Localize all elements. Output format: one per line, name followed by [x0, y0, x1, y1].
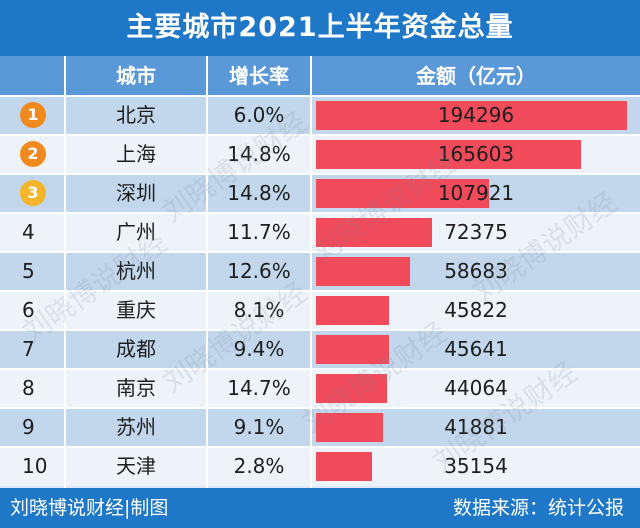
table-row: 5 杭州 12.6% 58683 [0, 252, 640, 291]
row-divider [0, 290, 640, 292]
growth-label: 9.1% [233, 415, 285, 439]
row-divider [0, 446, 640, 448]
amount-value-label: 44064 [444, 376, 508, 400]
rank-label: 5 [22, 259, 35, 283]
rank-label: 4 [22, 220, 35, 244]
amount-bar [316, 452, 372, 481]
table-row: 1 北京 6.0% 194296 [0, 96, 640, 135]
growth-label: 14.8% [227, 181, 291, 205]
amount-bar [316, 140, 581, 169]
amount-bar [316, 335, 389, 364]
amount-value-label: 58683 [444, 259, 508, 283]
growth-label: 6.0% [233, 103, 285, 127]
rank-label: 6 [22, 298, 35, 322]
column-divider [64, 56, 66, 488]
city-label: 广州 [116, 220, 156, 244]
table-row: 8 南京 14.7% 44064 [0, 369, 640, 408]
amount-bar [316, 413, 383, 442]
amount-bar [316, 101, 627, 130]
chart-title: 主要城市2021上半年资金总量 [0, 0, 640, 56]
data-table: 城市 增长率 金额（亿元） 1 北京 6.0% 194296 2 上海 14.8% 16560… [0, 56, 640, 488]
column-divider [206, 56, 208, 488]
amount-bar [316, 257, 410, 286]
city-label: 重庆 [116, 298, 156, 322]
table-row: 2 上海 14.8% 165603 [0, 135, 640, 174]
amount-value-label: 72375 [444, 220, 508, 244]
growth-label: 2.8% [233, 454, 285, 478]
table-row: 6 重庆 8.1% 45822 [0, 291, 640, 330]
table-row: 9 苏州 9.1% 41881 [0, 408, 640, 447]
growth-label: 8.1% [233, 298, 285, 322]
amount-value-label: 194296 [437, 103, 515, 127]
growth-label: 12.6% [227, 259, 291, 283]
amount-header: 金额（亿元） [416, 64, 536, 88]
amount-value-label: 107921 [437, 181, 515, 205]
rank-medal-icon: 1 [20, 102, 46, 128]
city-label: 深圳 [116, 181, 156, 205]
amount-value-label: 45641 [444, 337, 508, 361]
rank-label: 7 [22, 337, 35, 361]
amount-bar [316, 179, 489, 208]
city-label: 南京 [116, 376, 156, 400]
amount-value-label: 41881 [444, 415, 508, 439]
city-label: 上海 [116, 142, 156, 166]
rank-label: 9 [22, 415, 35, 439]
row-divider [0, 368, 640, 370]
amount-bar [316, 374, 387, 403]
row-divider [0, 212, 640, 214]
amount-value-label: 35154 [444, 454, 508, 478]
city-label: 成都 [116, 337, 156, 361]
amount-value-label: 45822 [444, 298, 508, 322]
city-header: 城市 [116, 64, 156, 88]
table-row: 7 成都 9.4% 45641 [0, 330, 640, 369]
row-divider [0, 407, 640, 409]
amount-value-label: 165603 [437, 142, 515, 166]
rank-label: 10 [22, 454, 48, 478]
city-label: 苏州 [116, 415, 156, 439]
amount-bar [316, 218, 432, 247]
growth-header: 增长率 [229, 64, 289, 88]
footer-source: 数据来源：统计公报 [452, 497, 624, 519]
footer: 刘晓博说财经|制图 数据来源：统计公报 [0, 488, 640, 528]
amount-bar [316, 296, 389, 325]
table-row: 3 深圳 14.8% 107921 [0, 174, 640, 213]
column-divider [310, 56, 312, 488]
rank-header [0, 56, 64, 96]
footer-credit: 刘晓博说财经|制图 [10, 497, 169, 519]
table-row: 4 广州 11.7% 72375 [0, 213, 640, 252]
row-divider [0, 251, 640, 253]
row-divider [0, 95, 640, 97]
growth-label: 14.8% [227, 142, 291, 166]
growth-label: 9.4% [233, 337, 285, 361]
rank-label: 8 [22, 376, 35, 400]
growth-label: 11.7% [227, 220, 291, 244]
row-divider [0, 134, 640, 136]
table-row: 10 天津 2.8% 35154 [0, 447, 640, 486]
row-divider [0, 329, 640, 331]
city-label: 杭州 [116, 259, 156, 283]
growth-label: 14.7% [227, 376, 291, 400]
rank-medal-icon: 2 [20, 141, 46, 167]
city-label: 天津 [116, 454, 156, 478]
table-header: 城市 增长率 金额（亿元） [0, 56, 640, 96]
city-label: 北京 [116, 103, 156, 127]
rank-medal-icon: 3 [20, 180, 46, 206]
row-divider [0, 173, 640, 175]
